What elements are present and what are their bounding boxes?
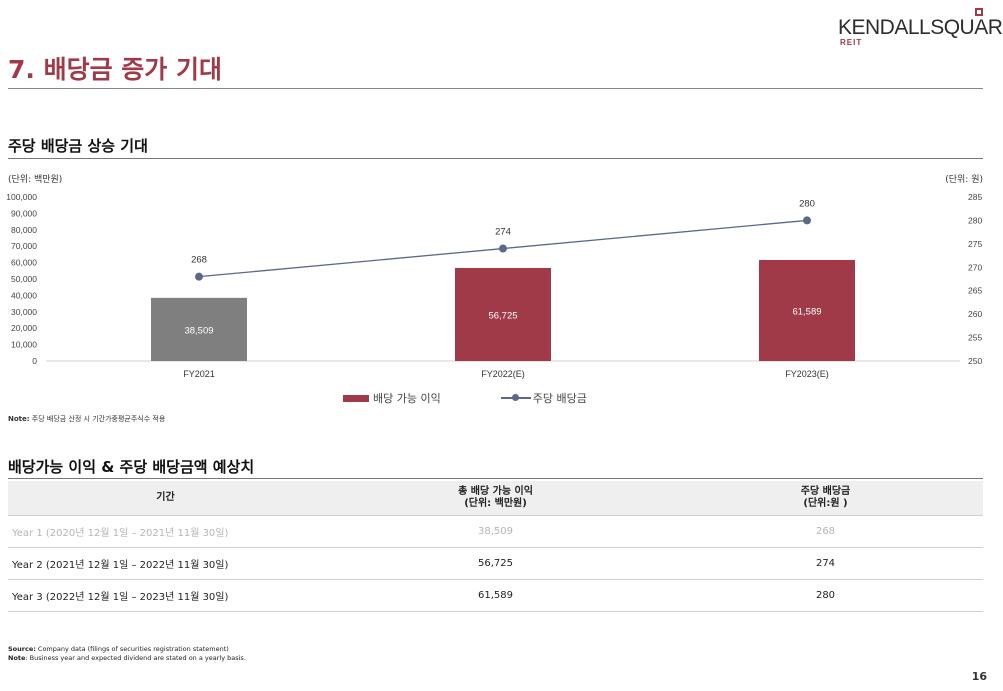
title-divider	[8, 88, 983, 89]
right-axis-unit: (단위: 원)	[945, 175, 983, 185]
left-axis-tick-label: 60,000	[11, 258, 37, 268]
chart-legend: 배당 가능 이익 주당 배당금	[343, 391, 587, 405]
right-axis-tick-label: 250	[968, 356, 982, 366]
left-axis-tick-label: 40,000	[11, 290, 37, 300]
dps-data-label: 280	[799, 198, 815, 209]
table-row: Year 2 (2021년 12월 1일 – 2022년 11월 30일) 56…	[8, 547, 983, 580]
x-axis-tick-label: FY2023(E)	[785, 369, 829, 379]
dividend-chart: 0 10,000 20,000 30,000 40,000 50,000 60,000 70,…	[6, 192, 982, 379]
table-section-divider	[8, 478, 983, 479]
left-axis-tick-label: 30,000	[11, 307, 37, 317]
row-income: 56,725	[323, 547, 668, 580]
left-axis-tick-label: 100,000	[6, 192, 37, 202]
bar-data-label: 56,725	[488, 310, 517, 321]
left-axis-tick-label: 10,000	[11, 340, 37, 350]
legend-bar-label: 배당 가능 이익	[373, 392, 441, 405]
row-dps: 274	[668, 547, 983, 580]
left-axis-tick-label: 80,000	[11, 225, 37, 235]
right-axis-tick-label: 260	[968, 309, 982, 319]
row-dps: 268	[668, 515, 983, 548]
chart-section-title: 주당 배당금 상승 기대	[8, 137, 148, 155]
bar-data-label: 38,509	[184, 325, 213, 336]
right-axis-tick-label: 275	[968, 239, 982, 249]
logo-subtext: REIT	[840, 38, 863, 47]
left-axis-tick-label: 50,000	[11, 274, 37, 284]
left-axis-tick-label: 90,000	[11, 208, 37, 218]
x-axis-tick-label: FY2021	[183, 369, 215, 379]
legend-line-label: 주당 배당금	[532, 392, 587, 405]
row-income: 38,509	[323, 515, 668, 548]
row-period: Year 2 (2021년 12월 1일 – 2022년 11월 30일)	[8, 547, 323, 580]
left-axis-tick-label: 0	[32, 356, 37, 366]
row-period: Year 1 (2020년 12월 1일 – 2021년 11월 30일)	[8, 515, 323, 548]
right-axis-tick-label: 270	[968, 262, 982, 272]
dps-point	[195, 272, 203, 281]
chart-note-label: Note:	[8, 415, 30, 423]
left-axis-tick-label: 20,000	[11, 323, 37, 333]
chart-note: Note: 주당 배당금 산정 시 기간가중평균주식수 적용	[8, 414, 165, 424]
table-section-title: 배당가능 이익 & 주당 배당금액 예상치	[8, 458, 255, 476]
logo-square-icon	[975, 8, 983, 16]
right-axis-tick-label: 265	[968, 286, 982, 296]
dps-data-label: 268	[191, 255, 207, 266]
bar-data-label: 61,589	[792, 306, 821, 317]
header-income: 총 배당 가능 이익 (단위: 백만원)	[323, 481, 668, 516]
bar-dividend-income	[759, 259, 855, 361]
page-title: 7. 배당금 증가 기대	[8, 55, 223, 84]
bar-dividend-income	[151, 297, 247, 361]
row-dps: 280	[668, 579, 983, 612]
table-row: Year 1 (2020년 12월 1일 – 2021년 11월 30일) 38…	[8, 515, 983, 548]
dividend-forecast-table: 기간 총 배당 가능 이익 (단위: 백만원) 주당 배당금 (단위:원 ) Y…	[8, 481, 983, 612]
dps-point	[803, 216, 811, 225]
left-axis-tick-label: 70,000	[11, 241, 37, 251]
header-period: 기간	[8, 481, 323, 516]
table-header-row: 기간 총 배당 가능 이익 (단위: 백만원) 주당 배당금 (단위:원 )	[8, 481, 983, 516]
legend-line-marker-icon	[500, 393, 531, 403]
right-axis-tick-label: 285	[968, 192, 982, 202]
x-axis-tick-label: FY2022(E)	[481, 369, 525, 379]
row-period: Year 3 (2022년 12월 1일 – 2023년 11월 30일)	[8, 579, 323, 612]
row-income: 61,589	[323, 579, 668, 612]
dps-data-label: 274	[495, 227, 511, 238]
chart-note-text: 주당 배당금 산정 시 기간가중평균주식수 적용	[31, 415, 166, 423]
header-dps: 주당 배당금 (단위:원 )	[668, 481, 983, 516]
left-axis-unit: (단위: 백만원)	[8, 175, 63, 185]
right-axis-tick-label: 255	[968, 333, 982, 343]
right-axis-tick-label: 280	[968, 215, 982, 225]
source-note: Source: Company data (filings of securit…	[8, 645, 246, 662]
table-row: Year 3 (2022년 12월 1일 – 2023년 11월 30일) 61…	[8, 579, 983, 612]
page-number: 16	[971, 670, 987, 683]
kendall-square-logo: KENDALLSQUARE REIT	[838, 8, 1003, 48]
bar-dividend-income	[455, 267, 551, 361]
chart-section-divider	[8, 158, 983, 159]
dps-point	[499, 244, 507, 253]
legend-bar-swatch	[343, 394, 369, 402]
logo-wordmark: KENDALLSQUARE	[838, 16, 1003, 39]
